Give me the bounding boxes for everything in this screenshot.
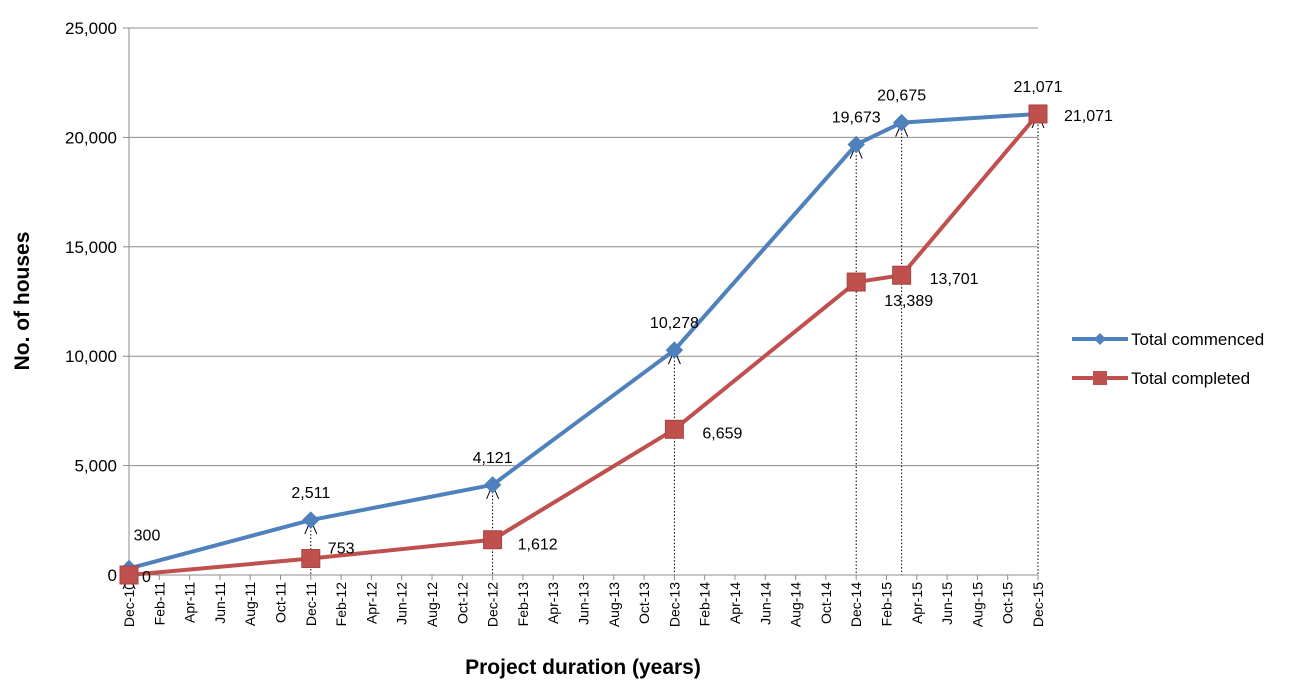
data-point-square (301, 549, 321, 569)
y-tick-label: 15,000 (65, 238, 117, 257)
x-tick-label: Feb-11 (151, 582, 167, 626)
commenced-data-label: 300 (134, 527, 161, 544)
x-tick-label: Feb-12 (333, 582, 349, 627)
commenced-data-label: 20,675 (877, 88, 926, 105)
x-tick-label: Aug-11 (242, 582, 258, 626)
x-tick-label: Dec-11 (303, 582, 319, 626)
x-tick-label: Feb-15 (879, 582, 895, 627)
data-labels: 300 2,511 4,121 10,278 19,673 20,675 21,071 0 75… (134, 79, 1113, 586)
data-point-diamond (892, 113, 911, 132)
data-point-square (1028, 104, 1048, 124)
x-tick-label: Apr-14 (727, 582, 743, 624)
data-point-square (664, 419, 684, 439)
x-tick-label: Dec-12 (485, 582, 501, 627)
legend: Total commenced Total completed (1072, 330, 1264, 388)
x-tick-label: Dec-15 (1030, 582, 1046, 627)
commenced-data-label: 21,071 (1014, 79, 1063, 96)
y-tick-label: 20,000 (65, 128, 117, 147)
completed-data-label: 21,071 (1064, 108, 1113, 125)
x-tick-label: Dec-13 (666, 582, 682, 627)
x-tick-label: Oct-14 (818, 582, 834, 624)
x-tick-label: Oct-11 (273, 582, 289, 623)
data-point-diamond (847, 135, 865, 154)
legend-label: Total commenced (1131, 330, 1264, 349)
x-tick-label: Jun-12 (394, 582, 410, 625)
data-point-diamond (665, 341, 684, 359)
x-tick-label: Jun-11 (212, 582, 228, 624)
x-tick-label: Apr-12 (363, 582, 379, 624)
legend-marker-square (1093, 371, 1107, 385)
commenced-data-label: 2,511 (291, 485, 330, 502)
commenced-data-label: 4,121 (473, 450, 513, 467)
x-tick-label: Apr-15 (909, 582, 925, 624)
x-tick-label: Feb-14 (697, 582, 713, 627)
x-tick-label: Feb-13 (515, 582, 531, 627)
x-tick-label: Oct-13 (636, 582, 652, 624)
x-tick-label: Dec-14 (848, 582, 864, 627)
data-point-square (892, 265, 912, 285)
x-tick-label: Jun-15 (939, 582, 955, 625)
data-point-square (483, 530, 503, 550)
x-tick-label: Dec-10 (121, 582, 137, 627)
y-tick-label: 10,000 (65, 347, 117, 366)
x-tick-label: Apr-11 (182, 582, 198, 623)
data-point-diamond (483, 476, 502, 494)
legend-label: Total completed (1131, 369, 1250, 388)
x-tick-label: Oct-15 (1000, 582, 1016, 624)
completed-data-label: 13,389 (884, 293, 933, 310)
commenced-data-label: 10,278 (650, 315, 699, 332)
x-tick-label: Aug-14 (788, 582, 804, 627)
y-tick-label: 25,000 (65, 19, 117, 38)
grid-lines (129, 27, 1038, 467)
x-tick-label: Aug-13 (606, 582, 622, 627)
x-tick-label: Apr-13 (545, 582, 561, 624)
x-tick-label: Jun-14 (757, 582, 773, 625)
reference-lines (122, 112, 1045, 590)
data-point-diamond (302, 511, 320, 529)
x-tick-label: Jun-13 (576, 582, 592, 625)
legend-marker-diamond (1094, 333, 1106, 345)
completed-data-label: 1,612 (518, 537, 558, 554)
x-tick-label: Oct-12 (454, 582, 470, 624)
commenced-data-label: 19,673 (832, 110, 881, 127)
series-group (119, 104, 1048, 585)
completed-data-label: 0 (142, 569, 151, 586)
y-axis-ticks: 0 5,000 10,000 15,000 20,000 25,000 (65, 19, 129, 585)
legend-item: Total commenced (1072, 330, 1264, 349)
y-axis-title: No. of houses (11, 232, 34, 371)
completed-data-label: 753 (328, 541, 355, 558)
x-axis-title: Project duration (years) (465, 656, 701, 679)
x-axis-ticks: Dec-10 Feb-11 Apr-11 Jun-11 Aug-11 Oct-11 Dec-… (121, 575, 1046, 627)
completed-data-label: 6,659 (702, 425, 742, 442)
data-point-square (119, 565, 139, 585)
completed-data-label: 13,701 (930, 271, 979, 288)
data-point-square (846, 272, 866, 292)
y-tick-label: 0 (108, 566, 117, 585)
x-tick-label: Aug-15 (969, 582, 985, 627)
y-tick-label: 5,000 (74, 457, 117, 476)
x-tick-label: Aug-12 (424, 582, 440, 627)
legend-item: Total completed (1072, 369, 1250, 388)
